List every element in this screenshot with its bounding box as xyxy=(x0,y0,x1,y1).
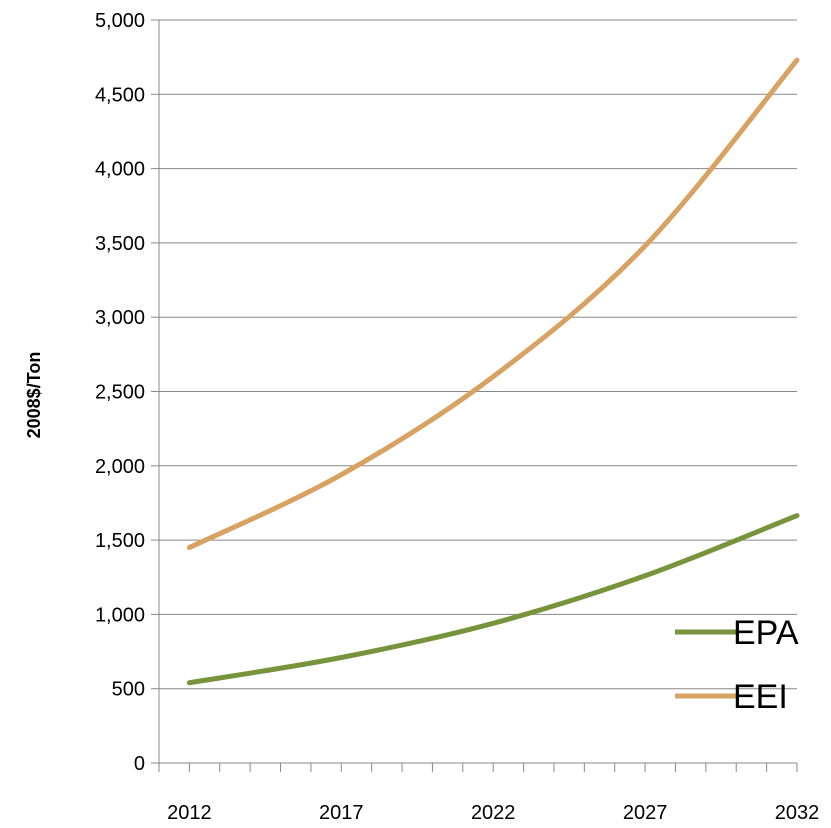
x-tick-label: 2032 xyxy=(775,802,820,824)
legend-label-eei: EEI xyxy=(733,678,788,716)
x-tick-label: 2017 xyxy=(319,802,364,824)
y-tick-label: 1,000 xyxy=(95,604,145,626)
series-line-epa xyxy=(186,513,800,686)
x-tick-label: 2022 xyxy=(471,802,516,824)
legend: EPA EEI xyxy=(675,614,799,716)
y-tick-label: 2,500 xyxy=(95,382,145,404)
y-tick-label: 3,500 xyxy=(95,233,145,255)
y-tick-label: 500 xyxy=(112,679,145,701)
y-axis-title: 2008$/Ton xyxy=(24,352,44,439)
x-axis-tick-labels: 2012 2017 2022 2027 2032 xyxy=(167,802,819,824)
y-tick-label: 1,500 xyxy=(95,530,145,552)
legend-label-epa: EPA xyxy=(733,614,799,652)
series-line-eei xyxy=(186,57,800,551)
x-axis-ticks xyxy=(158,763,798,772)
y-tick-label: 4,000 xyxy=(95,159,145,181)
y-tick-label: 4,500 xyxy=(95,84,145,106)
series-lines xyxy=(186,57,800,686)
y-tick-label: 0 xyxy=(134,753,145,775)
x-tick-label: 2027 xyxy=(623,802,668,824)
axes xyxy=(151,19,797,764)
x-tick-label: 2012 xyxy=(167,802,212,824)
y-axis-tick-labels: 0 500 1,000 1,500 2,000 2,500 3,000 3,500 4,000 4… xyxy=(95,10,145,775)
gridlines xyxy=(159,19,797,690)
y-tick-label: 5,000 xyxy=(95,10,145,32)
y-tick-label: 3,000 xyxy=(95,307,145,329)
y-tick-label: 2,000 xyxy=(95,456,145,478)
